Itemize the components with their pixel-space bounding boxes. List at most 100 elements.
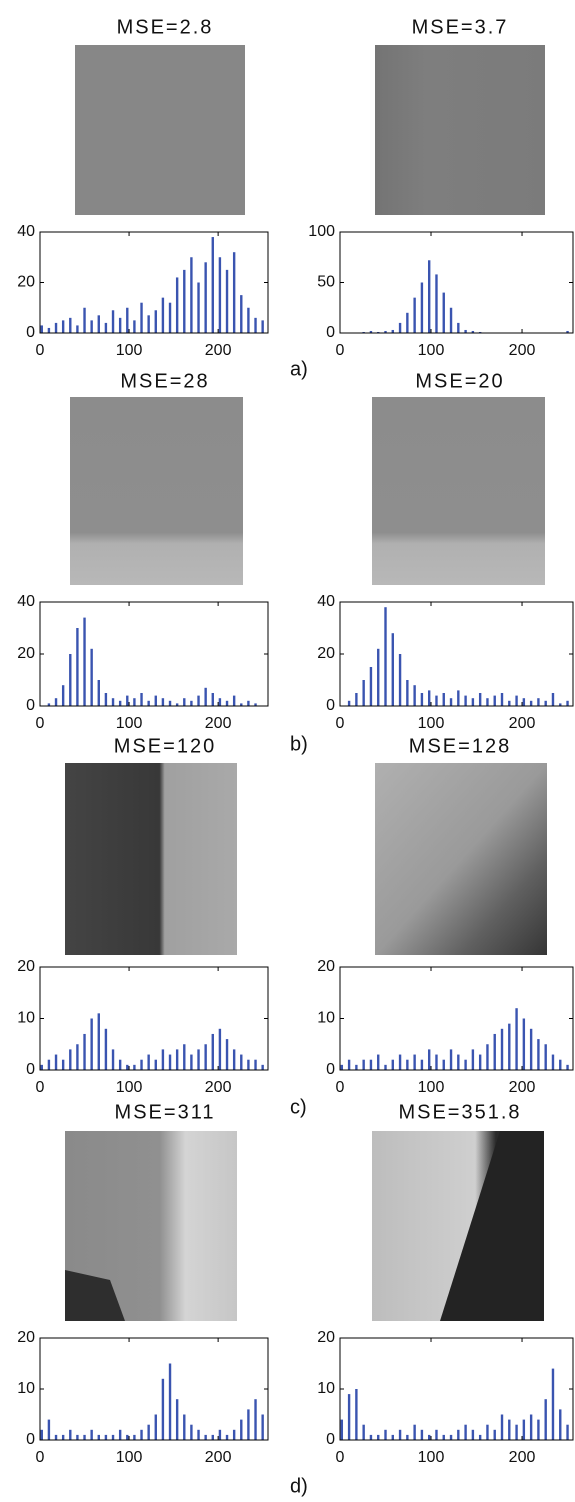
histogram-bar: [61, 1434, 65, 1440]
histogram-bar: [261, 1414, 264, 1440]
histogram-bar: [478, 1054, 482, 1070]
histogram-bar: [197, 1429, 200, 1440]
histogram-bar: [111, 1049, 115, 1070]
axes-frame: [39, 1337, 269, 1441]
histogram-bar: [190, 700, 193, 706]
y-tick-label: 40: [17, 593, 35, 610]
histogram-bar: [211, 1434, 214, 1440]
histogram-bar: [420, 693, 424, 706]
image-patch: [375, 763, 547, 955]
chart-title: MSE=311: [115, 1101, 216, 1123]
histogram-bar: [104, 1028, 108, 1070]
histogram-bar: [54, 1434, 58, 1440]
x-tick-label: 200: [205, 1079, 232, 1096]
histogram-bar: [90, 1429, 93, 1440]
histogram-bar: [427, 1049, 431, 1070]
histogram-bar: [369, 1059, 373, 1070]
histogram-bar: [435, 1054, 438, 1070]
histogram-bar: [247, 307, 250, 333]
histogram-bar: [161, 1049, 165, 1070]
histogram-bar: [254, 317, 257, 333]
histogram-bar: [69, 1049, 72, 1070]
histogram-bar: [175, 277, 179, 333]
histogram-bar: [140, 693, 143, 706]
histogram-bar: [449, 1049, 453, 1070]
x-tick-label: 100: [116, 342, 143, 359]
y-tick-label: 0: [326, 1061, 335, 1078]
histogram-bar: [355, 1389, 358, 1440]
histogram-bar: [218, 698, 222, 706]
histogram-bar: [420, 1059, 424, 1070]
histogram-bar: [126, 1434, 129, 1440]
histogram-bar: [240, 1419, 243, 1440]
chart-title: MSE=351.8: [398, 1101, 521, 1123]
histogram-bar: [537, 698, 540, 706]
histogram-bar: [493, 1429, 496, 1440]
y-tick-label: 10: [317, 1010, 335, 1027]
histogram-bar: [97, 680, 100, 706]
histogram-bar: [427, 690, 431, 706]
histogram-bar: [40, 1429, 43, 1440]
histogram-bar: [97, 1434, 100, 1440]
histogram-bar: [147, 1054, 150, 1070]
histogram-bar: [261, 1064, 264, 1070]
histogram-bar: [362, 680, 365, 706]
histogram-bar: [471, 1429, 475, 1440]
histogram-bar: [118, 700, 122, 706]
histogram-bar: [168, 1363, 172, 1440]
histogram-bar: [154, 310, 157, 333]
histogram-bar: [133, 320, 136, 333]
axes-frame: [339, 601, 574, 707]
histogram-bar: [406, 1434, 409, 1440]
histogram-bar: [126, 1064, 129, 1070]
histogram-bar: [522, 1419, 526, 1440]
histogram-bar: [218, 1429, 222, 1440]
histogram-bar: [104, 693, 108, 706]
histogram-bar: [76, 325, 79, 333]
image-shade: [65, 1270, 125, 1321]
y-tick-label: 0: [26, 324, 35, 341]
y-tick-label: 20: [317, 958, 335, 975]
histogram-bar: [247, 1409, 250, 1440]
histogram-bar: [398, 1054, 402, 1070]
histogram-bar: [83, 1033, 86, 1070]
histogram-bar: [457, 322, 460, 333]
histogram-bar: [54, 698, 58, 706]
histogram-bar: [457, 690, 460, 706]
histogram-bar: [406, 680, 409, 706]
y-tick-label: 0: [26, 697, 35, 714]
y-tick-label: 20: [317, 1329, 335, 1346]
histogram-bar: [413, 297, 416, 333]
histogram-bar: [54, 322, 58, 333]
histogram-bar: [551, 1054, 555, 1070]
histogram-bar: [232, 252, 236, 333]
histogram-bar: [493, 695, 496, 706]
histogram-bar: [175, 703, 179, 706]
histogram-bar: [508, 1023, 511, 1070]
chart-title: MSE=128: [409, 735, 511, 757]
x-tick-label: 0: [36, 1449, 45, 1466]
x-tick-label: 0: [36, 715, 45, 732]
histogram-bar: [384, 1064, 387, 1070]
histogram-bar: [566, 330, 569, 333]
y-tick-label: 50: [317, 274, 335, 291]
x-tick-label: 200: [205, 1449, 232, 1466]
histogram-bar: [40, 325, 43, 333]
histogram-bar: [442, 1059, 445, 1070]
histogram-bar: [529, 700, 533, 706]
histogram-bar: [90, 320, 93, 333]
histogram-bar: [104, 1434, 108, 1440]
y-tick-label: 0: [326, 324, 335, 341]
histogram-bar: [544, 700, 547, 706]
histogram-bar: [413, 1054, 416, 1070]
histogram-bar: [449, 698, 453, 706]
histogram-bar: [471, 698, 475, 706]
histogram-bar: [537, 1039, 540, 1070]
histogram-bar: [154, 1059, 157, 1070]
histogram-bar: [398, 654, 402, 706]
histogram-bar: [83, 1434, 86, 1440]
histogram-bar: [183, 1414, 186, 1440]
histogram-bar: [161, 297, 165, 333]
y-tick-label: 10: [17, 1380, 35, 1397]
